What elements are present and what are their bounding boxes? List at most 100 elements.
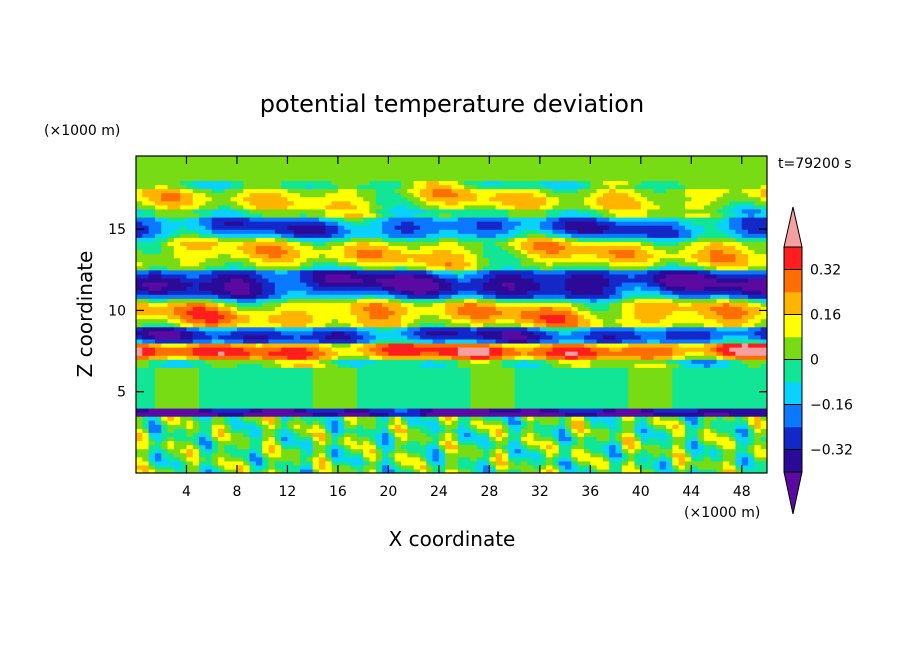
field-cell xyxy=(186,322,194,328)
field-cell xyxy=(274,290,282,295)
field-cell xyxy=(318,342,326,348)
field-cell xyxy=(640,294,648,299)
field-cell xyxy=(584,286,591,291)
field-cell xyxy=(419,318,427,324)
field-cell xyxy=(584,436,591,442)
field-cell xyxy=(192,290,200,295)
field-cell xyxy=(520,351,528,356)
field-cell xyxy=(451,407,459,413)
field-cell xyxy=(729,294,737,299)
field-cell xyxy=(249,363,257,368)
field-cell xyxy=(754,326,762,332)
field-cell xyxy=(565,444,572,450)
field-cell xyxy=(533,310,541,316)
field-cell xyxy=(438,428,446,433)
field-cell xyxy=(186,294,194,299)
field-cell xyxy=(546,420,554,425)
field-cell xyxy=(609,448,617,454)
field-cell xyxy=(438,407,446,413)
field-cell xyxy=(356,424,364,429)
field-cell xyxy=(640,452,648,458)
field-cell xyxy=(192,330,200,336)
field-cell xyxy=(154,387,162,393)
field-cell xyxy=(255,359,263,364)
field-cell xyxy=(470,298,478,303)
field-cell xyxy=(382,342,389,348)
field-cell xyxy=(419,403,427,409)
field-cell xyxy=(249,440,257,446)
field-cell xyxy=(748,412,755,417)
field-cell xyxy=(344,464,352,470)
field-cell xyxy=(489,281,497,287)
field-cell xyxy=(565,310,572,316)
field-cell xyxy=(243,395,251,401)
field-cell xyxy=(199,269,207,275)
field-cell xyxy=(394,355,402,360)
field-cell xyxy=(224,371,232,377)
field-cell xyxy=(508,420,516,425)
field-cell xyxy=(489,468,497,473)
field-cell xyxy=(407,428,415,433)
field-cell xyxy=(552,269,560,275)
field-cell xyxy=(703,314,711,320)
field-cell xyxy=(615,387,623,393)
field-cell xyxy=(218,464,225,470)
field-cell xyxy=(369,314,377,320)
field-cell xyxy=(419,286,427,291)
field-cell xyxy=(148,269,156,275)
field-cell xyxy=(363,371,371,377)
field-cell xyxy=(476,432,484,438)
field-cell xyxy=(602,399,610,405)
field-cell xyxy=(401,416,408,421)
field-cell xyxy=(401,298,408,303)
field-cell xyxy=(514,379,522,385)
field-cell xyxy=(703,298,711,303)
field-cell xyxy=(760,391,767,397)
field-cell xyxy=(451,330,459,336)
field-cell xyxy=(205,310,213,316)
field-cell xyxy=(388,460,396,466)
field-cell xyxy=(634,403,642,409)
field-cell xyxy=(520,424,528,429)
field-cell xyxy=(703,351,711,356)
field-cell xyxy=(388,379,396,385)
field-cell xyxy=(653,359,661,364)
field-cell xyxy=(300,456,307,462)
field-cell xyxy=(337,355,345,360)
field-cell xyxy=(489,464,497,470)
field-cell xyxy=(211,355,219,360)
field-cell xyxy=(483,338,490,344)
field-cell xyxy=(520,359,528,364)
field-cell xyxy=(596,302,604,307)
field-cell xyxy=(501,281,509,287)
field-cell xyxy=(520,322,528,328)
field-cell xyxy=(287,379,295,385)
field-cell xyxy=(533,460,541,466)
field-cell xyxy=(318,363,326,368)
field-cell xyxy=(236,464,244,470)
field-cell xyxy=(735,290,743,295)
field-cell xyxy=(445,432,453,438)
field-cell xyxy=(382,338,389,344)
field-cell xyxy=(590,416,598,421)
field-cell xyxy=(628,318,636,324)
field-cell xyxy=(470,367,478,372)
field-cell xyxy=(558,464,566,470)
field-cell xyxy=(495,318,503,324)
field-cell xyxy=(413,302,421,307)
field-cell xyxy=(230,310,238,316)
field-cell xyxy=(318,322,326,328)
field-cell xyxy=(337,269,345,275)
field-cell xyxy=(413,416,421,421)
field-cell xyxy=(161,318,169,324)
field-cell xyxy=(539,318,547,324)
field-cell xyxy=(287,399,295,405)
field-cell xyxy=(136,387,143,393)
field-cell xyxy=(684,294,692,299)
field-cell xyxy=(167,371,175,377)
field-cell xyxy=(413,407,421,413)
field-cell xyxy=(293,371,301,377)
field-cell xyxy=(287,347,295,352)
field-cell xyxy=(615,273,623,279)
field-cell xyxy=(609,416,617,421)
